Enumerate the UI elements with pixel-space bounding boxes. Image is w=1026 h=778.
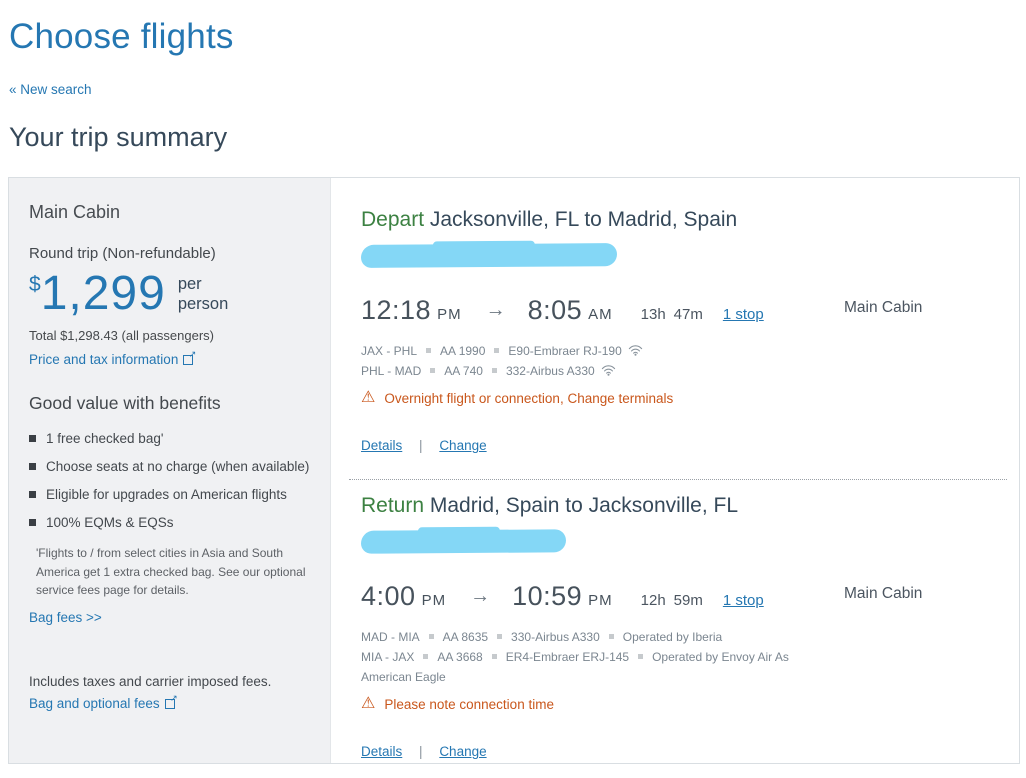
return-route-label: Madrid, Spain to Jacksonville, FL — [429, 494, 739, 517]
price-summary-sidebar: Main Cabin Round trip (Non-refundable) $… — [9, 178, 331, 763]
separator-square-icon — [423, 654, 429, 659]
depart-meridiem: PM — [437, 306, 462, 323]
links-pipe: | — [419, 438, 423, 453]
depart-warning: ⚠ Overnight flight or connection, Change… — [361, 390, 1019, 406]
trip-summary-panel: Main Cabin Round trip (Non-refundable) $… — [8, 177, 1020, 764]
depart-segments: JAX - PHL AA 1990 E90-Embraer RJ-190 PHL -… — [361, 341, 833, 381]
return-change-link[interactable]: Change — [439, 744, 487, 759]
depart-change-link[interactable]: Change — [439, 438, 487, 453]
depart-time: 4:00 — [361, 581, 416, 611]
arrow-right-icon: → — [470, 585, 491, 607]
price-block: $ 1,299 per person — [29, 268, 310, 320]
bullet-square-icon — [29, 462, 36, 470]
separator-square-icon — [430, 368, 436, 373]
return-details-link[interactable]: Details — [361, 744, 403, 759]
segment-row: PHL - MAD AA 740 332-Airbus A330 — [361, 361, 833, 381]
redaction-scribble — [360, 529, 567, 554]
depart-stops-link[interactable]: 1 stop — [722, 306, 764, 323]
bullet-square-icon — [29, 518, 36, 526]
depart-links-row: Details | Change — [361, 438, 1019, 453]
return-flight-card: Return Madrid, Spain to Jacksonville, FL… — [360, 494, 1019, 759]
return-warning-text: Please note connection time — [384, 696, 554, 712]
flights-column: Depart Jacksonville, FL to Madrid, Spain… — [331, 178, 1019, 763]
depart-flight-card: Depart Jacksonville, FL to Madrid, Spain… — [360, 208, 1019, 453]
flight-cards-separator — [349, 479, 1007, 480]
total-price-label: Total $1,298.43 (all passengers) — [29, 328, 215, 343]
arrow-right-icon: → — [485, 299, 506, 321]
wifi-icon — [628, 345, 642, 356]
bag-optional-fees-link[interactable]: Bag and optional fees — [29, 693, 178, 711]
trip-summary-title: Your trip summary — [9, 122, 228, 152]
page-title: Choose flights — [9, 17, 234, 56]
return-warning: ⚠ Please note connection time — [361, 696, 1019, 712]
trip-type-label: Round trip (Non-refundable) — [29, 245, 216, 262]
bullet-square-icon — [29, 434, 36, 442]
return-duration: 12h 59m — [640, 592, 703, 609]
wifi-icon — [601, 365, 615, 376]
benefit-item: 100% EQMs & EQSs — [29, 508, 310, 536]
arrive-time: 10:59 — [512, 581, 583, 611]
page-header: Choose flights « New search Your trip su… — [0, 0, 1026, 153]
separator-square-icon — [494, 348, 500, 353]
depart-direction-label: Depart — [361, 208, 425, 231]
bullet-square-icon — [29, 490, 36, 498]
includes-taxes-note: Includes taxes and carrier imposed fees. — [29, 674, 272, 689]
sidebar-bottom: Includes taxes and carrier imposed fees.… — [29, 674, 310, 737]
benefit-item: Eligible for upgrades on American flight… — [29, 480, 310, 508]
person-label: person — [177, 295, 229, 313]
return-segments: MAD - MIA AA 8635 330-Airbus A330 Operated … — [361, 627, 833, 687]
external-link-icon — [164, 693, 178, 709]
price-tax-info-link[interactable]: Price and tax information — [29, 349, 310, 367]
arrive-time: 8:05 — [527, 295, 583, 325]
depart-details-link[interactable]: Details — [361, 438, 403, 453]
per-person-label: per person — [178, 274, 228, 314]
warning-icon: ⚠ — [361, 389, 376, 406]
return-times-row: 4:00 PM → 10:59 PM 12h 59m 1 stop Main Ca… — [361, 581, 1019, 612]
segment-row: MAD - MIA AA 8635 330-Airbus A330 Operated … — [361, 630, 723, 644]
segment-row: MIA - JAX AA 3668 ER4-Embraer ERJ-145 Opera… — [361, 650, 789, 684]
per-label: per — [177, 275, 202, 293]
depart-time: 12:18 — [361, 295, 432, 325]
depart-duration: 13h 47m — [640, 306, 703, 323]
separator-square-icon — [638, 654, 644, 659]
separator-square-icon — [608, 634, 614, 639]
depart-times-row: 12:18 PM → 8:05 AM 13h 47m 1 stop Main Ca… — [361, 295, 1019, 326]
return-stops-link[interactable]: 1 stop — [722, 592, 764, 609]
depart-route-label: Jacksonville, FL to Madrid, Spain — [429, 208, 738, 231]
separator-square-icon — [426, 348, 432, 353]
return-links-row: Details | Change — [361, 744, 1019, 759]
return-direction-label: Return — [361, 494, 425, 517]
separator-square-icon — [491, 368, 497, 373]
separator-square-icon — [428, 634, 434, 639]
links-pipe: | — [419, 744, 423, 759]
benefits-footnote: 'Flights to / from select cities in Asia… — [36, 546, 306, 598]
segment-row: JAX - PHL AA 1990 E90-Embraer RJ-190 — [361, 341, 833, 361]
return-cabin-label: Main Cabin — [844, 585, 923, 602]
depart-warning-text: Overnight flight or connection, Change t… — [384, 390, 674, 406]
warning-icon: ⚠ — [361, 695, 376, 712]
redaction-scribble — [360, 243, 618, 268]
new-search-link[interactable]: « New search — [9, 82, 92, 97]
depart-heading: Depart Jacksonville, FL to Madrid, Spain — [361, 208, 1019, 232]
separator-square-icon — [497, 634, 503, 639]
separator-square-icon — [491, 654, 497, 659]
cabin-title: Main Cabin — [29, 202, 121, 222]
return-heading: Return Madrid, Spain to Jacksonville, FL — [361, 494, 1019, 518]
arrive-meridiem: PM — [588, 592, 613, 609]
external-link-icon — [183, 349, 196, 365]
arrive-meridiem: AM — [588, 306, 613, 323]
benefit-item: Choose seats at no charge (when availabl… — [29, 452, 310, 480]
depart-meridiem: PM — [421, 592, 447, 609]
price-value: 1,299 — [40, 267, 166, 320]
benefit-item: 1 free checked bag' — [29, 424, 310, 452]
depart-cabin-label: Main Cabin — [844, 299, 923, 316]
bag-fees-link[interactable]: Bag fees >> — [29, 609, 102, 625]
benefits-list: 1 free checked bag' Choose seats at no c… — [29, 424, 310, 536]
benefits-title: Good value with benefits — [29, 393, 221, 413]
currency-symbol: $ — [29, 273, 41, 296]
